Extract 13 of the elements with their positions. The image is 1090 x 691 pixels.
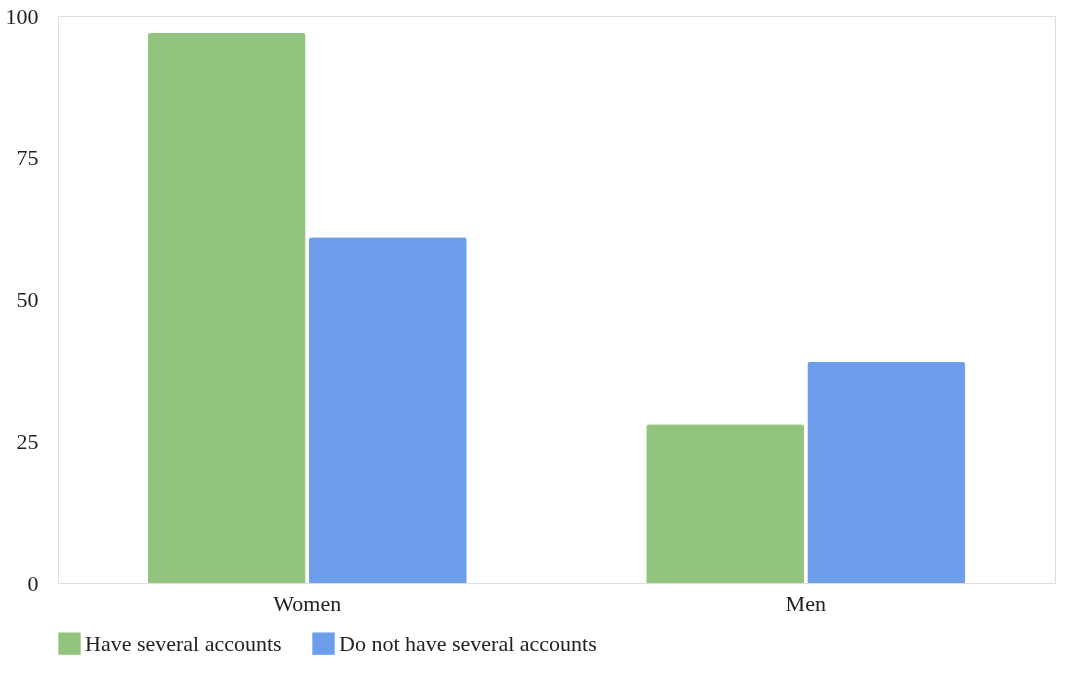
- y-tick-label: 100: [5, 3, 39, 29]
- y-tick-label: 0: [27, 570, 39, 596]
- x-tick-label: Women: [273, 590, 342, 616]
- bar: [147, 33, 306, 583]
- legend-label: Have several accounts: [85, 630, 282, 656]
- bar: [807, 361, 966, 583]
- bar: [646, 424, 805, 583]
- y-tick-label: 50: [16, 287, 39, 312]
- x-tick-label: Men: [785, 590, 826, 616]
- y-tick-label: 25: [16, 428, 39, 454]
- y-tick-label: 75: [16, 145, 39, 171]
- legend-label: Do not have several accounts: [339, 630, 597, 656]
- bar: [308, 237, 467, 583]
